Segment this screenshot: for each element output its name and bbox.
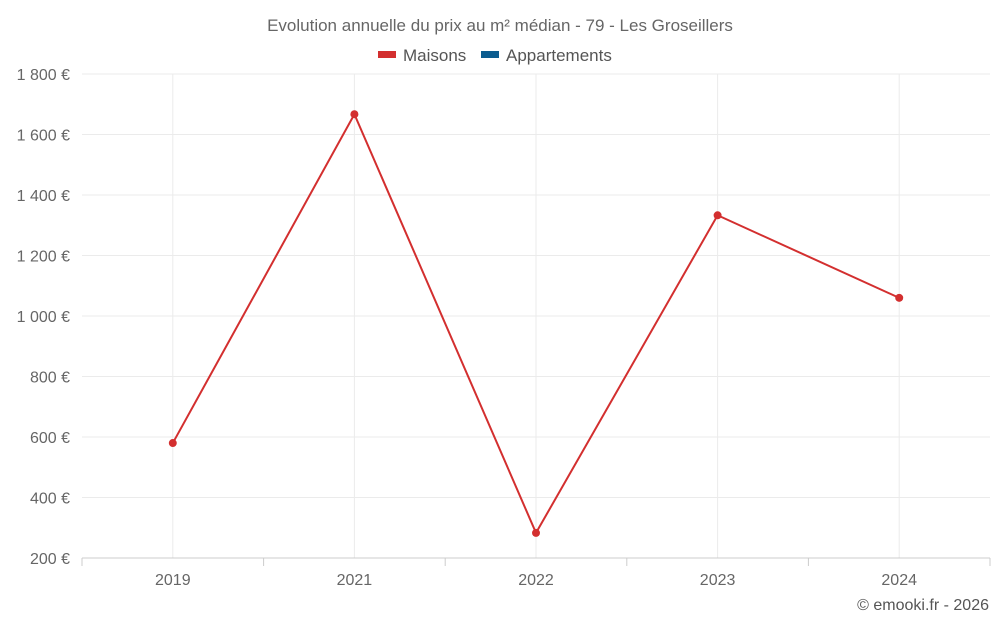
x-tick-label: 2021 — [337, 572, 373, 589]
y-tick-label: 1 200 € — [17, 249, 70, 266]
legend-item-maisons[interactable]: Maisons — [378, 46, 466, 65]
legend-label-appartements: Appartements — [506, 46, 612, 65]
x-tick-label: 2024 — [881, 572, 917, 589]
data-point[interactable] — [350, 110, 359, 119]
legend-swatch-maisons — [378, 51, 396, 58]
legend-item-appartements[interactable]: Appartements — [481, 46, 612, 65]
series — [168, 110, 904, 537]
x-tick-label: 2019 — [155, 572, 191, 589]
y-tick-label: 1 800 € — [17, 67, 70, 84]
y-tick-label: 800 € — [30, 370, 70, 387]
data-point[interactable] — [532, 528, 540, 537]
legend-swatch-appartements — [481, 51, 499, 58]
grid — [82, 73, 990, 558]
y-tick-label: 1 400 € — [17, 188, 70, 205]
credit-text: © emooki.fr - 2026 — [857, 597, 989, 614]
y-tick-label: 1 600 € — [17, 128, 70, 145]
x-tick-label: 2022 — [518, 572, 554, 589]
chart-title: Evolution annuelle du prix au m² médian … — [267, 16, 733, 35]
x-axis-tick-labels: 2019 2021 2022 2023 2024 — [155, 572, 917, 589]
y-axis-tick-labels: 200 € 400 € 600 € 800 € 1 000 € 1 200 € 1 400 … — [17, 67, 70, 568]
series-maisons — [168, 110, 904, 537]
x-tick-label: 2023 — [700, 572, 736, 589]
y-tick-label: 600 € — [30, 430, 70, 447]
axes — [81, 557, 991, 566]
data-point[interactable] — [168, 439, 177, 448]
y-tick-label: 1 000 € — [17, 309, 70, 326]
y-tick-label: 200 € — [30, 551, 70, 568]
y-tick-label: 400 € — [30, 491, 70, 508]
data-point[interactable] — [713, 211, 722, 220]
legend-label-maisons: Maisons — [403, 46, 466, 65]
data-point[interactable] — [895, 293, 904, 302]
legend: Maisons Appartements — [378, 46, 612, 65]
